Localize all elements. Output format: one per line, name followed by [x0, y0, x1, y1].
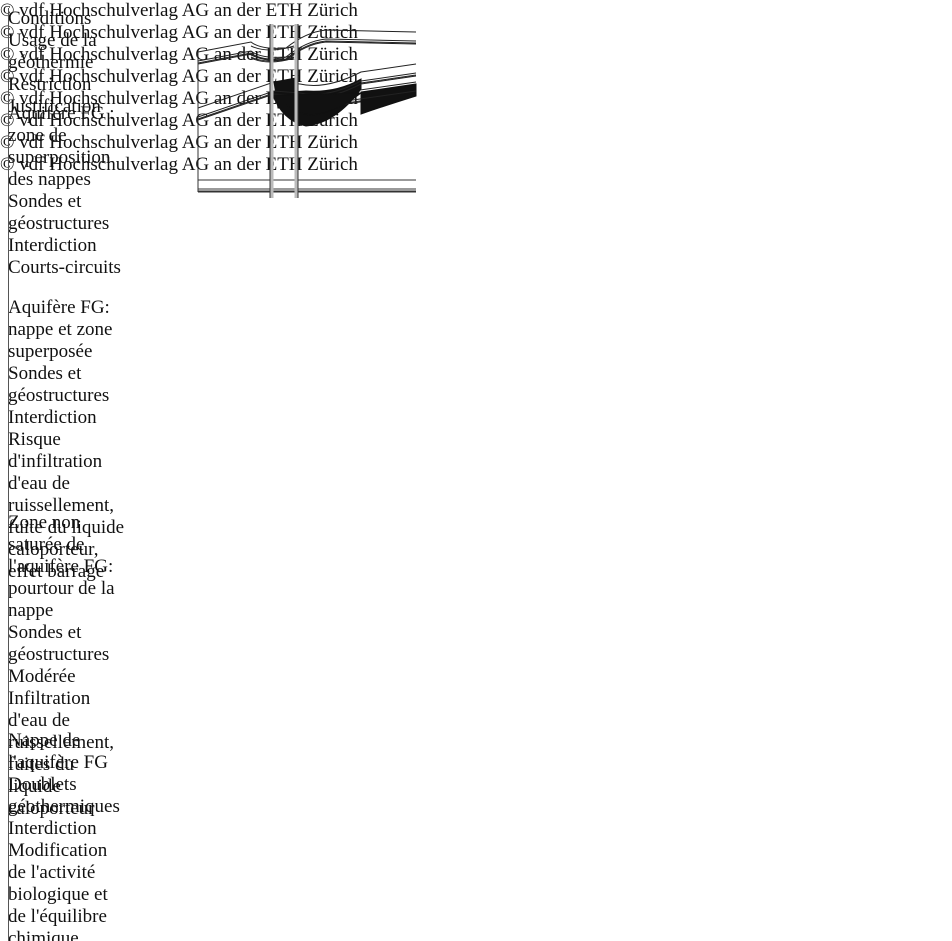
- header-row: Conditions Usage de la géothermie Restricti…: [8, 8, 952, 117]
- justification-line: chimique: [8, 928, 79, 941]
- header-text-line: Usage de la: [8, 30, 97, 51]
- justification-line: effet barrage: [8, 561, 105, 582]
- watermarks: © vdf Hochschulverlag AG an der ETH Züri…: [0, 0, 952, 176]
- justification-line: Risque: [8, 429, 61, 450]
- conditions-cell: Nappe de l'aquifère FG: [8, 730, 188, 774]
- conditions-line: Aquifère FG:: [8, 297, 110, 318]
- justification-line: Infiltration: [8, 688, 91, 709]
- restriction-cell: Modérée: [8, 666, 180, 688]
- restriction-cell: Interdiction: [8, 235, 180, 257]
- justification-line: caloporteur: [8, 798, 95, 819]
- watermark: © vdf Hochschulverlag AG an der ETH Züri…: [0, 0, 358, 21]
- conditions-line: l'aquifère FG: [8, 752, 108, 773]
- usage-line: géostructures: [8, 385, 110, 406]
- conditions-line: superposée: [8, 341, 93, 362]
- usage-line: géostructures: [8, 213, 110, 234]
- table-row: Nappe de l'aquifère FG Doublets géothermiq…: [8, 32, 952, 941]
- restriction: Modérée: [8, 666, 76, 687]
- usage-cell: Sondes et géostructures: [8, 191, 186, 235]
- justification-line: fuites du: [8, 754, 74, 775]
- header-cell: Justification: [8, 96, 178, 118]
- usage-line: Sondes et: [8, 622, 82, 643]
- watermark: © vdf Hochschulverlag AG an der ETH Züri…: [0, 88, 358, 109]
- conditions-line: zone de: [8, 125, 67, 146]
- conditions-line: des nappes: [8, 169, 91, 190]
- justification-line: Modification: [8, 840, 108, 861]
- usage-line: géothermiques: [8, 796, 120, 817]
- watermark: © vdf Hochschulverlag AG an der ETH Züri…: [0, 22, 358, 43]
- restriction: Interdiction: [8, 407, 97, 428]
- conditions-cell: Aquifère FG : zone de superposition des nap…: [8, 103, 188, 191]
- watermark: © vdf Hochschulverlag AG an der ETH Züri…: [0, 154, 358, 175]
- table-row: Zone non saturée de l'aquifère FG: pourtour…: [8, 36, 952, 819]
- header-text: Conditions: [8, 8, 92, 29]
- table-border: [8, 8, 9, 941]
- justification-line: d'infiltration: [8, 451, 103, 472]
- usage-cell: Sondes et géostructures: [8, 622, 186, 666]
- conditions-line: nappe: [8, 600, 54, 621]
- justification-cell: Infiltration d'eau de ruissellement, fuites…: [8, 688, 178, 820]
- diagram: [197, 32, 417, 195]
- conditions-cell: Aquifère FG: nappe et zone superposée: [8, 297, 188, 363]
- restriction-cell: Interdiction: [8, 818, 180, 840]
- header-text-line: géothermie: [8, 52, 94, 73]
- usage-line: Sondes et: [8, 191, 82, 212]
- header-cell: Usage de la géothermie: [8, 30, 186, 74]
- conditions-line: Zone non: [8, 512, 81, 533]
- conditions-line: saturée de: [8, 534, 85, 555]
- header-cell: Conditions: [8, 8, 432, 30]
- justification-line: liquide: [8, 776, 61, 797]
- justification-line: biologique et: [8, 884, 108, 905]
- justification-cell: Risque d'infiltration d'eau de ruissellemen…: [8, 429, 178, 583]
- restriction: Interdiction: [8, 235, 97, 256]
- conditions-cell: Zone non saturée de l'aquifère FG: pourtour…: [8, 512, 188, 622]
- justification-cell: Courts-circuits: [8, 257, 178, 279]
- justification-cell: Modification de l'activité biologique et de…: [8, 840, 178, 941]
- table: Conditions Usage de la géothermie Restricti…: [8, 8, 952, 941]
- justification-line: Courts-circuits: [8, 257, 121, 278]
- conditions-line: Nappe de: [8, 730, 81, 751]
- usage-cell: Doublets géothermiques: [8, 774, 186, 818]
- justification-line: ruissellement,: [8, 732, 115, 753]
- justification-line: d'eau de: [8, 710, 70, 731]
- conditions-line: pourtour de la: [8, 578, 115, 599]
- conditions-line: nappe et zone: [8, 319, 113, 340]
- justification-line: de l'activité: [8, 862, 96, 883]
- table-row: Aquifère FG: nappe et zone superposée Sond…: [8, 34, 952, 582]
- usage-line: géostructures: [8, 644, 110, 665]
- justification-line: ruissellement,: [8, 495, 115, 516]
- usage-cell: Sondes et géostructures: [8, 363, 186, 407]
- restriction: Interdiction: [8, 818, 97, 839]
- conditions-line: l'aquifère FG:: [8, 556, 114, 577]
- justification-line: fuite du liquide: [8, 517, 125, 538]
- restriction-cell: Interdiction: [8, 407, 180, 429]
- conditions-line: Aquifère FG :: [8, 103, 115, 124]
- header-cell: Restriction: [8, 74, 180, 96]
- justification-line: d'eau de: [8, 473, 70, 494]
- watermark: © vdf Hochschulverlag AG an der ETH Züri…: [0, 110, 358, 131]
- watermark: © vdf Hochschulverlag AG an der ETH Züri…: [0, 132, 358, 153]
- conditions-line: superposition: [8, 147, 111, 168]
- usage-line: Doublets: [8, 774, 77, 795]
- justification-line: caloporteur,: [8, 539, 99, 560]
- watermark: © vdf Hochschulverlag AG an der ETH Züri…: [0, 66, 358, 87]
- justification-line: de l'équilibre: [8, 906, 107, 927]
- header-text: Justification: [8, 96, 101, 117]
- table-row: Aquifère FG : zone de superposition des nap…: [8, 24, 952, 297]
- header-text: Restriction: [8, 74, 92, 95]
- usage-line: Sondes et: [8, 363, 82, 384]
